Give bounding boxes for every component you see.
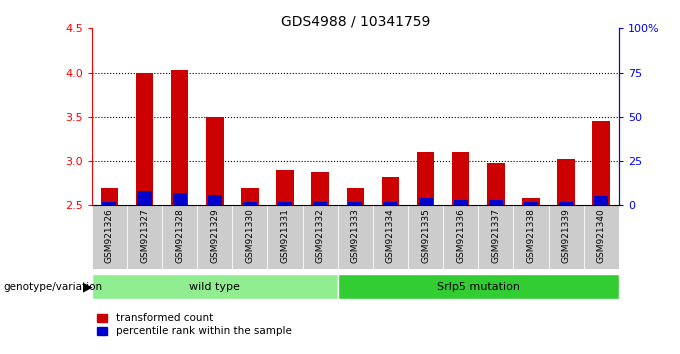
Text: GSM921328: GSM921328 xyxy=(175,209,184,263)
Text: GSM921336: GSM921336 xyxy=(456,209,465,263)
Text: GSM921330: GSM921330 xyxy=(245,209,254,263)
Text: ▶: ▶ xyxy=(83,280,92,293)
Bar xyxy=(241,188,258,205)
Bar xyxy=(137,191,152,205)
Bar xyxy=(454,200,468,205)
Text: GSM921340: GSM921340 xyxy=(597,209,606,263)
Bar xyxy=(408,205,443,269)
Bar xyxy=(513,205,549,269)
Bar xyxy=(347,188,364,205)
Text: GSM921329: GSM921329 xyxy=(210,209,219,263)
Text: GSM921333: GSM921333 xyxy=(351,209,360,263)
Bar xyxy=(162,205,197,269)
Text: GSM921337: GSM921337 xyxy=(492,209,500,263)
Bar xyxy=(92,205,127,269)
Text: GDS4988 / 10341759: GDS4988 / 10341759 xyxy=(281,14,430,28)
Bar xyxy=(419,198,432,205)
Bar xyxy=(303,205,338,269)
Bar xyxy=(136,73,153,205)
Bar xyxy=(487,163,505,205)
Bar xyxy=(102,202,116,205)
Bar xyxy=(384,202,397,205)
Bar xyxy=(171,70,188,205)
Bar xyxy=(559,202,573,205)
Bar xyxy=(313,202,327,205)
Bar xyxy=(197,205,233,269)
Bar xyxy=(127,205,162,269)
Legend: transformed count, percentile rank within the sample: transformed count, percentile rank withi… xyxy=(97,313,292,336)
Text: GSM921334: GSM921334 xyxy=(386,209,395,263)
Bar xyxy=(558,159,575,205)
Text: GSM921331: GSM921331 xyxy=(281,209,290,263)
Bar xyxy=(373,205,408,269)
Bar xyxy=(278,202,292,205)
Bar xyxy=(592,121,610,205)
Bar xyxy=(206,117,224,205)
Text: GSM921335: GSM921335 xyxy=(421,209,430,263)
Bar xyxy=(524,202,538,205)
Bar xyxy=(92,274,338,299)
Bar xyxy=(267,205,303,269)
Bar xyxy=(583,205,619,269)
Bar xyxy=(594,196,609,205)
Bar xyxy=(348,202,362,205)
Bar xyxy=(243,202,257,205)
Text: GSM921339: GSM921339 xyxy=(562,209,571,263)
Bar xyxy=(208,195,222,205)
Bar xyxy=(233,205,267,269)
Bar xyxy=(276,170,294,205)
Text: GSM921332: GSM921332 xyxy=(316,209,324,263)
Bar xyxy=(452,152,469,205)
Text: Srlp5 mutation: Srlp5 mutation xyxy=(437,282,520,292)
Bar xyxy=(311,172,329,205)
Text: GSM921326: GSM921326 xyxy=(105,209,114,263)
Bar xyxy=(417,152,435,205)
Bar xyxy=(338,205,373,269)
Bar xyxy=(478,205,513,269)
Bar xyxy=(489,200,503,205)
Bar xyxy=(549,205,583,269)
Text: genotype/variation: genotype/variation xyxy=(3,282,103,292)
Text: GSM921327: GSM921327 xyxy=(140,209,149,263)
Bar xyxy=(338,274,619,299)
Bar xyxy=(522,198,540,205)
Text: wild type: wild type xyxy=(189,282,240,292)
Bar xyxy=(173,193,186,205)
Bar xyxy=(443,205,478,269)
Text: GSM921338: GSM921338 xyxy=(526,209,535,263)
Bar xyxy=(381,177,399,205)
Bar xyxy=(101,188,118,205)
